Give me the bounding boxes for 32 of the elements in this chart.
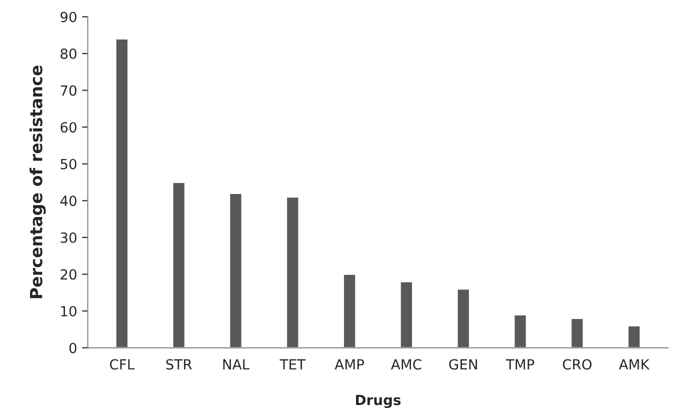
bar [513, 314, 528, 348]
y-tick-label: 60 [60, 122, 76, 133]
bar [627, 325, 642, 348]
bar [114, 38, 129, 348]
x-tick-label: CRO [562, 359, 592, 370]
bar [570, 318, 584, 348]
x-tick-label: TMP [506, 359, 534, 370]
bar [400, 280, 414, 348]
x-tick-label: NAL [223, 359, 250, 370]
x-tick-label: AMK [618, 359, 650, 370]
y-tick-label: 40 [60, 196, 76, 206]
y-tick-label: 30 [60, 232, 76, 243]
x-tick-label: STR [166, 359, 192, 370]
x-tick-label: CFL [110, 359, 135, 370]
y-tick-label: 20 [60, 269, 76, 280]
bar [456, 288, 470, 348]
x-tick-label: TET [280, 359, 306, 370]
x-tick-label: AMP [334, 359, 364, 370]
y-tick-label: 0 [69, 342, 76, 354]
x-tick-label: GEN [449, 359, 477, 370]
y-axis-title: Percentage of resistance [30, 66, 46, 298]
bar [172, 182, 186, 348]
x-tick-label: AMC [390, 359, 422, 370]
y-tick-label: 90 [60, 12, 76, 22]
y-tick-label: 50 [60, 158, 76, 170]
x-axis-title: Drugs [356, 394, 401, 408]
y-tick-label: 80 [60, 48, 76, 60]
y-tick-label: 70 [60, 85, 76, 96]
y-tick-label: 10 [61, 306, 76, 316]
bar [286, 196, 300, 348]
bar [228, 192, 243, 348]
bar [342, 274, 356, 348]
